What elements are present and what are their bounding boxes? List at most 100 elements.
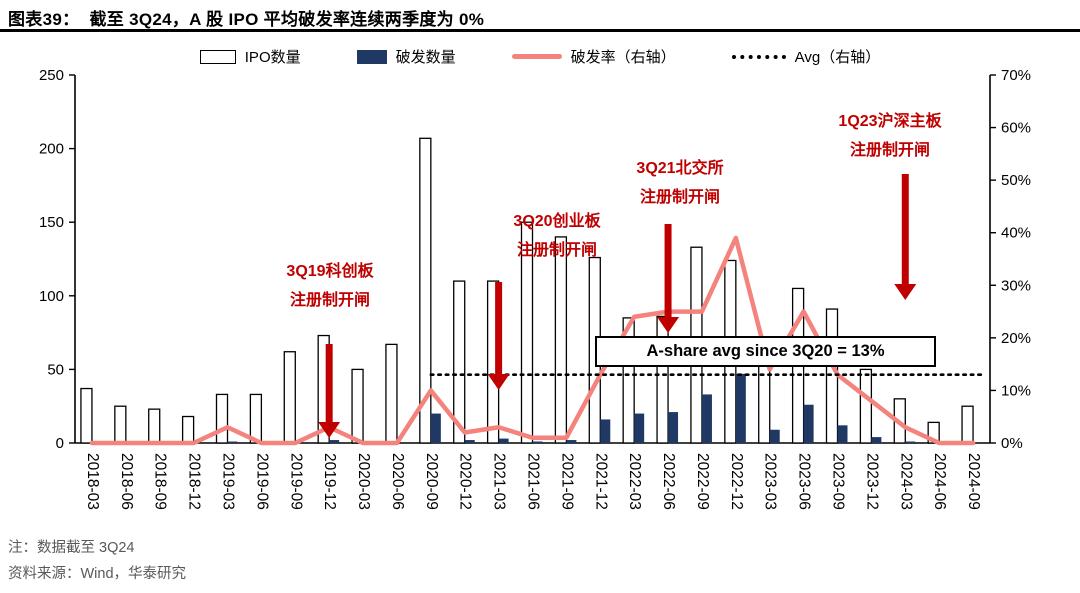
x-axis-label: 2022-06: [660, 453, 677, 510]
ipo-count-bar: [351, 368, 364, 444]
x-axis-label: 2020-06: [389, 453, 406, 510]
break-count-bar: [329, 440, 340, 443]
annotation-3q19: 3Q19科创板 注册制开闸: [262, 258, 398, 316]
break-count-bar: [532, 441, 543, 443]
x-axis-label: 2018-06: [118, 453, 135, 510]
right-axis-tick-label: 20%: [1001, 330, 1031, 347]
ipo-count-bar: [554, 236, 568, 444]
break-count-bar: [837, 425, 848, 443]
annotation-1q23-line2: 注册制开闸: [849, 141, 930, 159]
ipo-count-bar: [520, 221, 534, 444]
x-axis-label: 2018-09: [152, 453, 169, 510]
break-rate-line-swatch: [511, 54, 562, 59]
avg-dotted-swatch: [731, 54, 786, 59]
ipo-count-bar: [283, 351, 296, 444]
ipo-bar-swatch: [199, 49, 236, 64]
right-axis-tick-label: 0%: [1001, 435, 1023, 452]
break-count-bar: [600, 419, 611, 443]
break-count-bar: [871, 437, 882, 443]
ipo-count-bar: [453, 280, 466, 444]
x-axis-label: 2024-06: [931, 453, 948, 510]
ipo-count-bar: [385, 343, 398, 444]
annotation-3q20-line2: 注册制开闸: [516, 241, 597, 259]
x-axis-label: 2021-09: [558, 453, 575, 510]
annotation-3q20: 3Q20创业板 注册制开闸: [487, 208, 627, 266]
x-axis-label: 2022-12: [728, 453, 745, 510]
break-count-bar: [430, 413, 441, 443]
annotation-3q21-line1: 3Q21北交所: [636, 160, 724, 177]
x-axis-label: 2023-09: [830, 453, 847, 510]
ipo-count-bar: [181, 415, 195, 444]
x-axis-label: 2023-03: [762, 453, 779, 510]
x-axis-label: 2021-06: [525, 453, 542, 510]
left-axis-tick-label: 200: [39, 141, 64, 158]
annotation-3q19-line2: 注册制开闸: [289, 291, 370, 309]
annotation-3q20-line1: 3Q20创业板: [513, 213, 601, 230]
footnote: 注：数据截至 3Q24: [8, 540, 135, 556]
break-count-bar: [566, 440, 577, 443]
right-axis-tick-label: 10%: [1001, 382, 1031, 399]
break-count-bar: [701, 394, 712, 443]
ipo-count-bar: [80, 387, 93, 444]
right-axis-tick-label: 30%: [1001, 277, 1031, 294]
ipo-count-bar: [419, 137, 432, 444]
x-axis-label: 2023-12: [863, 453, 880, 510]
ipo-count-bar: [961, 405, 974, 444]
annotation-arrow-head: [657, 317, 680, 333]
chart-title: 图表39： 截至 3Q24，A 股 IPO 平均破发率连续两季度为 0%: [8, 10, 485, 29]
annotation-3q21: 3Q21北交所 注册制开闸: [612, 155, 748, 213]
title-divider: [0, 29, 1080, 32]
x-axis-label: 2018-03: [84, 453, 101, 510]
left-axis-tick-label: 250: [39, 67, 64, 84]
break-count-bar: [668, 412, 679, 443]
break-count-bar: [498, 438, 509, 443]
avg-annotation-box: A-share avg since 3Q20 = 13%: [595, 336, 936, 367]
ipo-count-bar: [148, 408, 161, 444]
ipo-count-bar: [656, 315, 669, 444]
left-axis-tick-label: 0: [56, 435, 64, 452]
ipo-count-bar: [859, 368, 873, 444]
ipo-count-bar: [622, 317, 635, 444]
legend-label-break-count: 破发数量: [395, 49, 456, 66]
legend-item-avg: Avg（右轴）: [731, 46, 881, 67]
x-axis-label: 2023-06: [796, 453, 813, 510]
ipo-count-bar: [114, 405, 127, 444]
break-count-bar: [905, 441, 916, 443]
ipo-count-bar: [927, 421, 940, 444]
annotation-arrow-head: [894, 284, 917, 300]
break-count-bar: [634, 413, 645, 443]
annotation-1q23-line1: 1Q23沪深主板: [838, 113, 942, 130]
x-axis-label: 2019-03: [220, 453, 237, 510]
right-axis-tick-label: 50%: [1001, 172, 1031, 189]
x-axis-label: 2020-12: [457, 453, 474, 510]
legend-label-break-rate: 破发率（右轴）: [570, 49, 676, 66]
legend-label-ipo-count: IPO数量: [244, 49, 301, 66]
break-count-bar: [735, 373, 746, 443]
ipo-count-bar: [215, 393, 229, 444]
left-axis-tick-label: 100: [39, 288, 64, 305]
break-count-bar: [803, 404, 814, 443]
right-axis-tick-label: 60%: [1001, 120, 1031, 137]
legend-item-ipo-count: IPO数量: [199, 46, 301, 67]
annotation-3q19-line1: 3Q19科创板: [286, 263, 374, 280]
left-axis-tick-label: 150: [39, 214, 64, 231]
x-axis-label: 2022-09: [694, 453, 711, 510]
x-axis-label: 2024-03: [897, 453, 914, 510]
x-axis-label: 2019-12: [321, 453, 338, 510]
x-axis-label: 2022-03: [626, 453, 643, 510]
annotation-1q23: 1Q23沪深主板 注册制开闸: [818, 108, 962, 166]
x-axis-label: 2024-09: [965, 453, 982, 510]
break-count-bar: [769, 429, 780, 443]
x-axis-label: 2019-06: [253, 453, 270, 510]
x-axis-label: 2018-12: [186, 453, 203, 510]
x-axis-label: 2019-09: [287, 453, 304, 510]
right-axis-tick-label: 70%: [1001, 67, 1031, 84]
break-count-bar: [464, 440, 475, 443]
legend-item-break-count: 破发数量: [356, 46, 456, 67]
legend-label-avg: Avg（右轴）: [794, 49, 881, 66]
left-axis-tick-label: 50: [47, 361, 64, 378]
x-axis-label: 2020-03: [355, 453, 372, 510]
x-axis-label: 2021-12: [592, 453, 609, 510]
